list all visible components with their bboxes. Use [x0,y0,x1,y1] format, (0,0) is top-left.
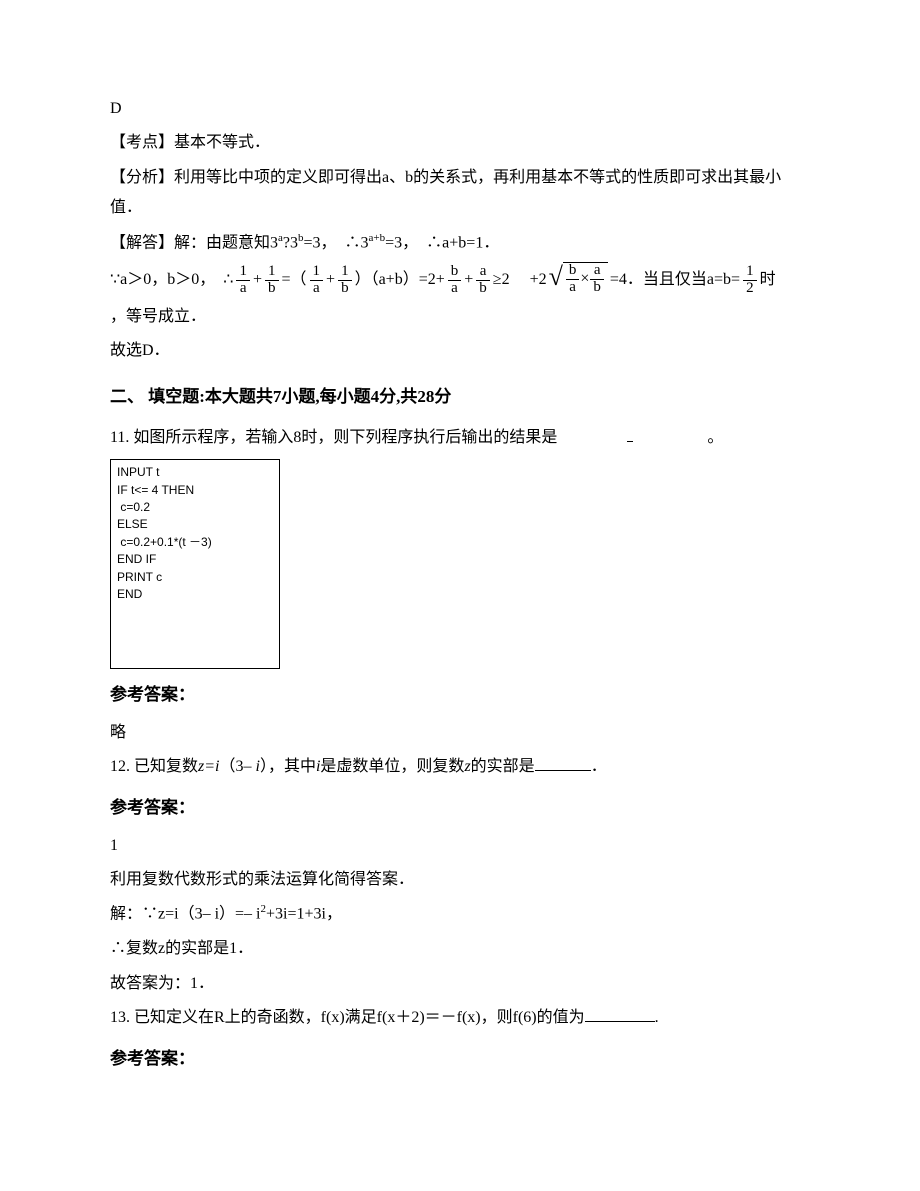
answer-label-13: 参考答案： [110,1043,810,1075]
answer-12-1: 1 [110,831,810,861]
frac-ba2: ba [566,263,580,296]
answer-12-2: 利用复数代数形式的乘法运算化简得答案． [110,865,810,895]
text: ）（a+b）=2+ [355,265,445,295]
text: 【解答】解：由题意知3 [110,234,278,251]
blank [627,425,633,442]
frac-1b2: 1b [338,264,352,297]
answer-letter: D [110,94,810,124]
text: =3， ∴a+b=1． [385,234,499,251]
jieda-line2: ∵a＞0，b＞0， ∴ 1a + 1b =（ 1a + 1b ）（a+b）=2+… [110,262,810,298]
geq: ≥2 [493,265,510,295]
frac-ab: ab [476,264,490,297]
eq4: =4．当且仅当a=b= [610,265,740,295]
q11-text: 11. 如图所示程序，若输入8时，则下列程序执行后输出的结果是 [110,423,557,453]
text: 12. 已知复数 [110,758,198,775]
exp-ab: a+b [369,232,386,244]
blank [585,1005,655,1022]
radical-sign: √ [549,264,563,300]
eq: =（ [282,265,307,295]
fenxi: 【分析】利用等比中项的定义即可得出a、b的关系式，再利用基本不等式的性质即可求出… [110,163,810,224]
answer-12-3: 解：∵z=i（3– i）=– i2+3i=1+3i， [110,899,810,930]
text: （3– [219,758,255,775]
sqrt: √ ba × ab [549,262,608,298]
program-code-box: INPUT t IF t<= 4 THEN c=0.2 ELSE c=0.2+0… [110,459,280,669]
times: × [580,264,589,294]
answer-12-5: 故答案为：1． [110,969,810,999]
text: ∵a＞0，b＞0， ∴ [110,265,233,295]
text: ），其中 [260,758,316,775]
text: +3i=1+3i， [266,906,342,923]
text: 解：∵z=i（3– i）=– i [110,906,261,923]
text: 13. 已知定义在R上的奇函数，f(x)满足f(x＋2)＝－f(x)，则f(6)… [110,1009,585,1026]
frac-half: 12 [743,264,757,297]
question-12: 12. 已知复数z=i（3– i），其中i是虚数单位，则复数z的实部是． [110,752,810,782]
plus2const: +2 [530,265,547,295]
plus: + [253,265,262,295]
answer-label-11: 参考答案： [110,679,810,711]
section-2-heading: 二、 填空题:本大题共7小题,每小题4分,共28分 [110,381,810,413]
period: ． [591,758,607,775]
frac-1a2: 1a [310,264,324,297]
var-z-eq-i: z=i [198,758,219,775]
text: ?3 [283,234,298,251]
text: 的实部是 [471,758,535,775]
blank [535,754,591,771]
frac-1a: 1a [236,264,250,297]
q11-period: 。 [707,423,723,453]
frac-ab2: ab [590,263,604,296]
text: 是虚数单位，则复数 [320,758,464,775]
plus: + [464,265,473,295]
plus: + [326,265,335,295]
frac-1b: 1b [265,264,279,297]
jieda-line1: 【解答】解：由题意知3a?3b=3， ∴3a+b=3， ∴a+b=1． [110,228,810,259]
text: =3， ∴3 [304,234,369,251]
frac-ba: ba [448,264,462,297]
answer-label-12: 参考答案： [110,792,810,824]
jieda-line3: ，等号成立． [110,302,810,332]
kaodian: 【考点】基本不等式． [110,128,810,158]
guxuan: 故选D． [110,336,810,366]
question-11: 11. 如图所示程序，若输入8时，则下列程序执行后输出的结果是 。 [110,423,810,453]
answer-12-4: ∴复数z的实部是1． [110,934,810,964]
question-13: 13. 已知定义在R上的奇函数，f(x)满足f(x＋2)＝－f(x)，则f(6)… [110,1003,810,1033]
answer-11: 略 [110,718,810,748]
period: . [655,1009,659,1026]
tail: 时 [760,265,776,295]
